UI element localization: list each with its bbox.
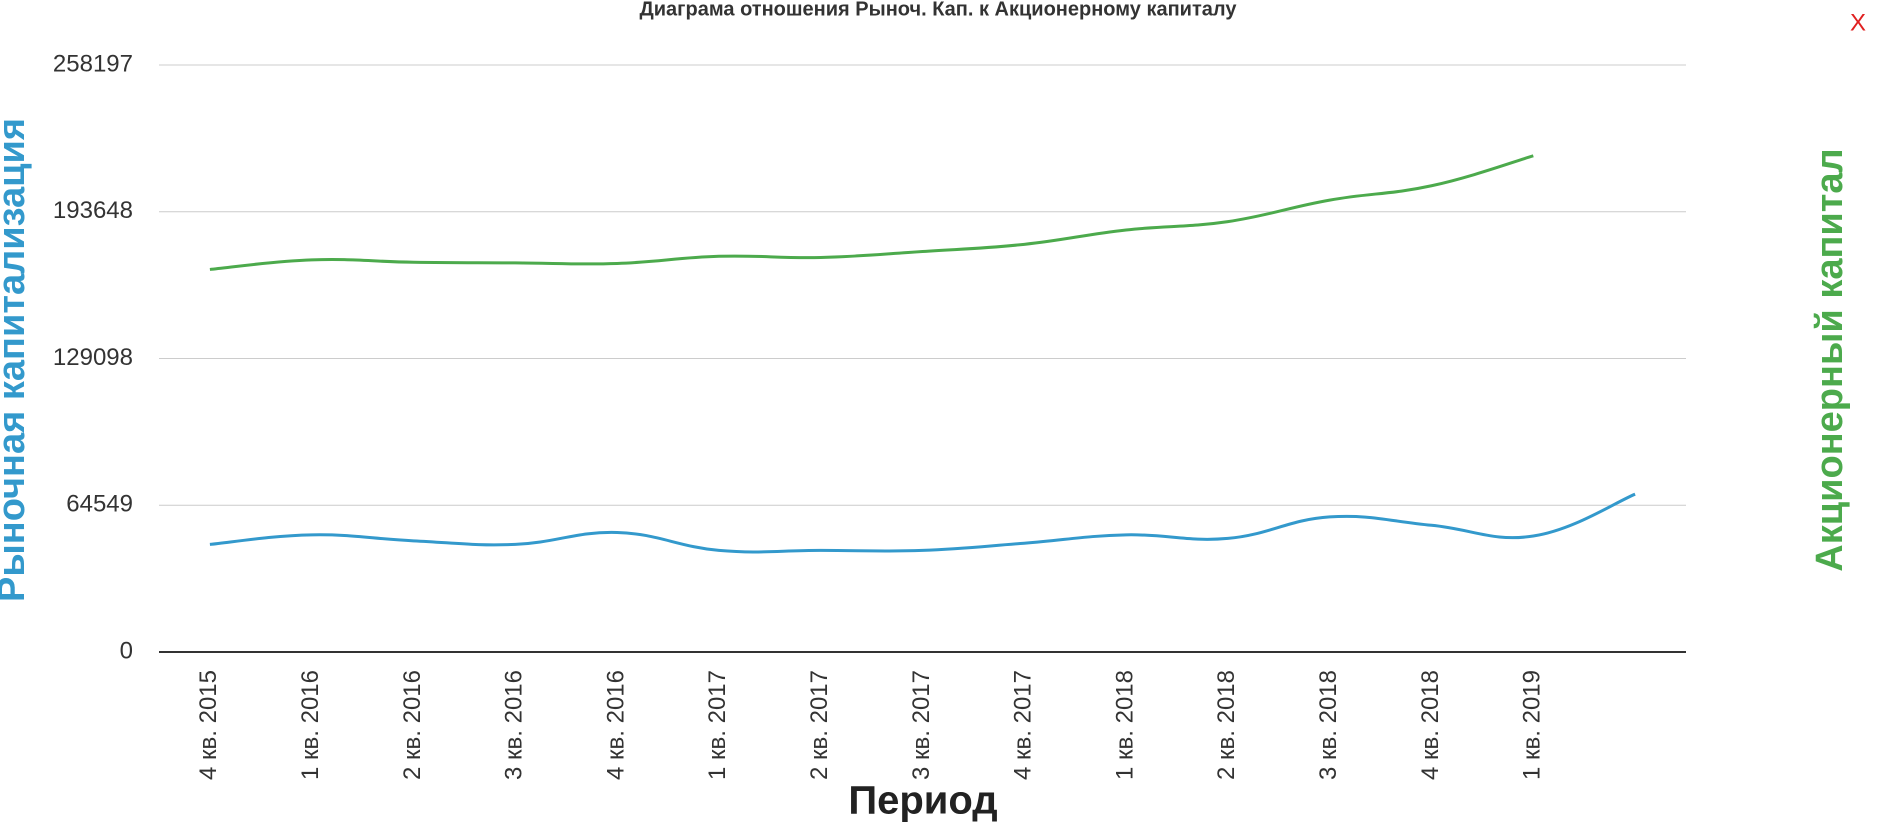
x-axis-title: Период — [848, 779, 997, 823]
x-tick-label: 1 кв. 2019 — [1519, 670, 1546, 780]
chart-title: Диаграма отношения Рыноч. Кап. к Акционе… — [640, 0, 1238, 20]
x-tick-label: 2 кв. 2018 — [1213, 670, 1240, 780]
close-button[interactable]: X — [1850, 9, 1866, 36]
x-tick-label: 3 кв. 2017 — [908, 670, 935, 780]
x-tick-label: 2 кв. 2016 — [399, 670, 426, 780]
x-tick-label: 1 кв. 2018 — [1111, 670, 1138, 780]
y-tick-label: 129098 — [53, 344, 133, 371]
x-tick-label: 4 кв. 2015 — [195, 670, 222, 780]
x-tick-label: 3 кв. 2018 — [1315, 670, 1342, 780]
x-tick-label: 4 кв. 2017 — [1010, 670, 1037, 780]
line-series — [209, 492, 1636, 554]
x-tick-label: 1 кв. 2016 — [297, 670, 324, 780]
y-tick-label: 64549 — [66, 491, 133, 518]
y-axis-title: Рыночная капитализация — [0, 118, 33, 602]
x-tick-label: 2 кв. 2017 — [806, 670, 833, 780]
y2-axis-title: Акционерный капитал — [1809, 148, 1851, 571]
x-tick-label: 4 кв. 2016 — [602, 670, 629, 780]
y-tick-label: 258197 — [53, 50, 133, 77]
x-tick-label: 4 кв. 2018 — [1417, 670, 1444, 780]
y-tick-label: 0 — [120, 637, 133, 664]
y-tick-label: 193648 — [53, 197, 133, 224]
line-series — [209, 154, 1534, 271]
x-tick-label: 1 кв. 2017 — [704, 670, 731, 780]
x-tick-label: 3 кв. 2016 — [501, 670, 528, 780]
